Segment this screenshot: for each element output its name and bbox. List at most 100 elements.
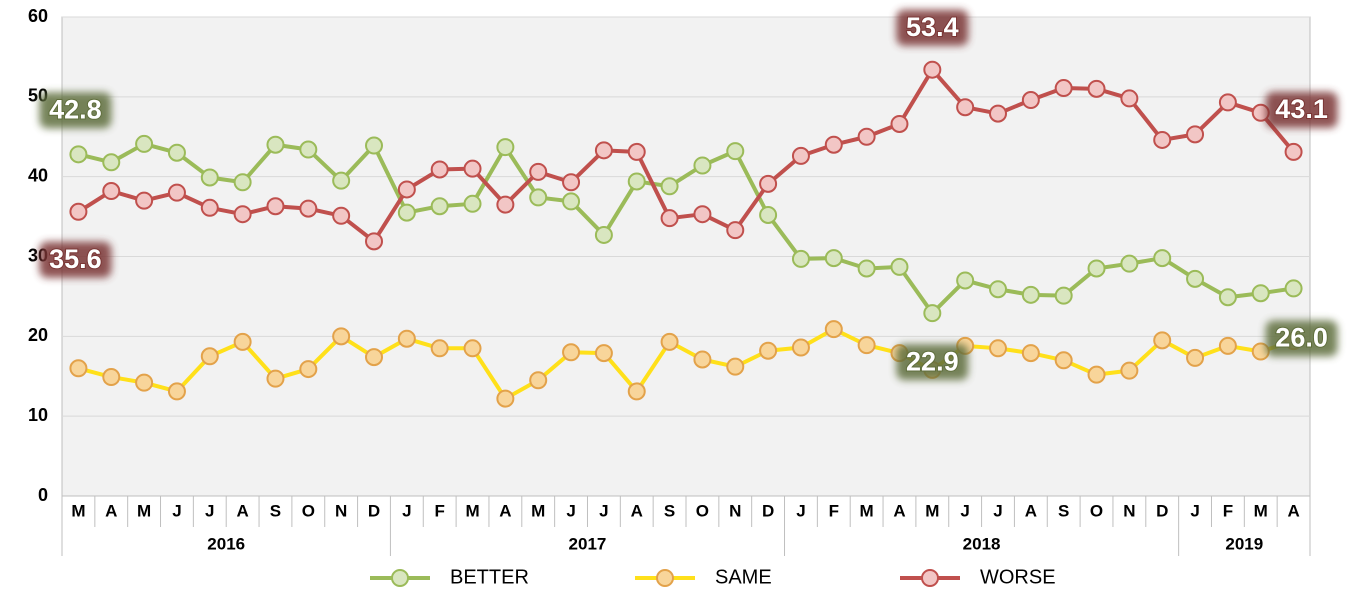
data-point [1054, 79, 1073, 98]
data-point [857, 336, 876, 355]
value-label-bg [896, 344, 969, 381]
value-label-bg [1265, 320, 1338, 357]
legend-marker [391, 569, 409, 587]
year-label: 2019 [1225, 534, 1263, 553]
data-point [69, 202, 88, 221]
data-point [660, 177, 679, 196]
data-point [200, 198, 219, 217]
data-point [397, 329, 416, 348]
data-point [956, 271, 975, 290]
x-tick-label: F [434, 501, 444, 520]
data-point [1120, 89, 1139, 108]
data-point [135, 373, 154, 392]
data-point [167, 143, 186, 162]
x-tick-label: J [205, 501, 214, 520]
data-point [463, 339, 482, 358]
data-point [365, 232, 383, 251]
data-point [791, 338, 810, 357]
y-tick-label: 60 [28, 6, 48, 26]
data-point [135, 191, 154, 210]
data-point [594, 225, 613, 244]
data-point [365, 136, 383, 155]
data-point [135, 134, 154, 153]
legend-marker [656, 569, 674, 587]
data-point [562, 173, 581, 192]
x-tick-label: A [1287, 501, 1299, 520]
x-tick-label: D [762, 501, 774, 520]
value-label-bg [39, 241, 112, 278]
data-point [660, 209, 679, 228]
data-point [496, 138, 515, 157]
data-point [332, 171, 351, 190]
data-point [1186, 348, 1205, 367]
x-tick-label: J [172, 501, 181, 520]
data-point [1186, 125, 1205, 144]
x-tick-label: D [368, 501, 380, 520]
x-tick-label: M [1254, 501, 1268, 520]
data-point [430, 197, 449, 216]
x-tick-label: J [1190, 501, 1199, 520]
x-tick-label: A [631, 501, 643, 520]
y-tick-label: 40 [28, 165, 48, 185]
value-label: 35.6 [49, 244, 102, 274]
data-point [430, 339, 449, 358]
data-point [693, 156, 712, 175]
data-point [660, 332, 679, 351]
data-point [266, 197, 285, 216]
data-point [299, 140, 318, 159]
data-point [365, 348, 383, 367]
data-point [496, 195, 515, 214]
data-point [167, 382, 186, 401]
data-point [1153, 331, 1172, 350]
data-point [726, 142, 745, 161]
value-label-bg [39, 92, 112, 129]
x-tick-label: J [796, 501, 805, 520]
data-point [397, 203, 416, 222]
data-point [791, 249, 810, 268]
data-point [233, 173, 252, 192]
x-tick-label: M [531, 501, 545, 520]
data-point [791, 146, 810, 165]
y-tick-label: 10 [28, 405, 48, 425]
data-point [890, 257, 909, 276]
data-point [102, 182, 121, 201]
data-point [1087, 259, 1106, 278]
value-label: 22.9 [906, 346, 959, 376]
legend-label: BETTER [450, 566, 529, 588]
data-point [1054, 351, 1073, 370]
data-point [627, 382, 646, 401]
x-tick-label: O [1090, 501, 1103, 520]
x-tick-label: F [1223, 501, 1233, 520]
x-tick-label: O [302, 501, 315, 520]
x-tick-label: M [860, 501, 874, 520]
data-point [923, 304, 942, 323]
data-point [529, 188, 548, 207]
data-point [332, 327, 351, 346]
data-point [69, 359, 88, 378]
data-point [627, 142, 646, 161]
x-tick-label: S [664, 501, 675, 520]
data-point [989, 339, 1007, 358]
data-point [1186, 269, 1205, 288]
value-label: 26.0 [1275, 323, 1328, 353]
x-tick-label: O [696, 501, 709, 520]
year-label: 2017 [569, 534, 607, 553]
data-point [857, 259, 876, 278]
data-point [102, 368, 121, 387]
value-label-bg [1265, 91, 1338, 128]
year-label: 2018 [963, 534, 1001, 553]
data-point [299, 360, 318, 379]
data-point [989, 104, 1007, 123]
data-point [233, 205, 252, 224]
legend-label: WORSE [980, 566, 1056, 588]
x-tick-label: S [270, 501, 281, 520]
value-label-bg [896, 9, 969, 46]
x-tick-label: A [893, 501, 905, 520]
x-tick-label: D [1156, 501, 1168, 520]
x-tick-label: A [1025, 501, 1037, 520]
data-point [102, 153, 121, 172]
data-point [1120, 254, 1139, 273]
data-point [1021, 285, 1040, 304]
data-point [693, 205, 712, 224]
data-point [266, 369, 285, 388]
